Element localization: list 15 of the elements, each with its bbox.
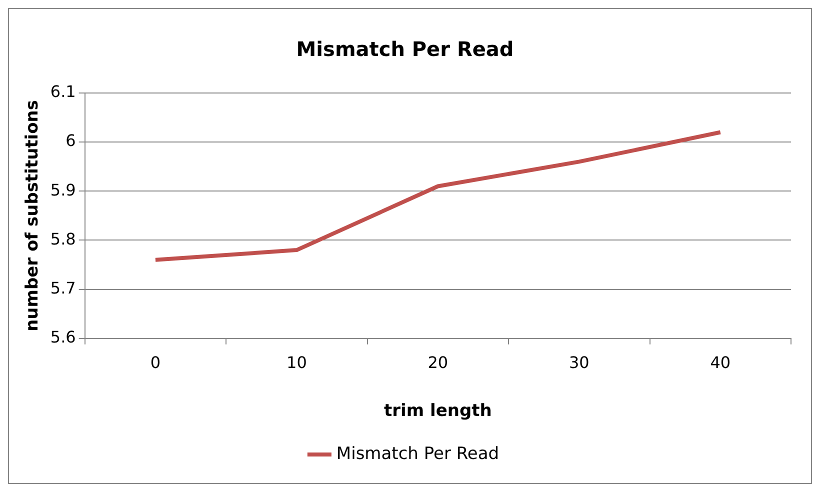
y-axis-title: number of substitutions xyxy=(22,100,43,332)
x-tick-label: 30 xyxy=(568,353,590,372)
y-tick-label: 5.7 xyxy=(50,278,76,298)
x-tick-label: 20 xyxy=(428,353,448,372)
x-tick-label: 40 xyxy=(710,353,731,372)
legend-label: Mismatch Per Read xyxy=(336,444,500,464)
y-tick-label: 5.8 xyxy=(50,229,76,248)
y-tick-label: 6 xyxy=(66,131,76,150)
chart-title: Mismatch Per Read xyxy=(296,37,514,62)
x-axis-title: trim length xyxy=(384,401,492,422)
x-tick-label: 0 xyxy=(150,353,161,372)
y-tick-label: 5.6 xyxy=(50,328,76,347)
y-tick-label: 5.9 xyxy=(50,180,76,200)
x-tick-label: 10 xyxy=(286,353,307,372)
y-tick-label: 6.1 xyxy=(50,82,76,102)
